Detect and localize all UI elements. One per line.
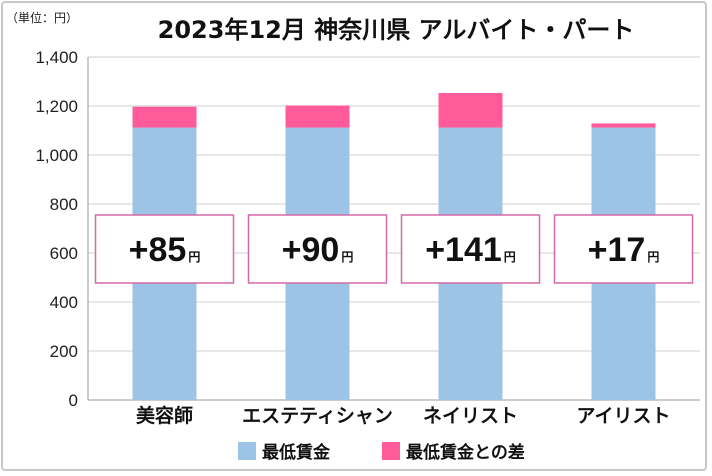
difference-unit: 円 bbox=[188, 250, 200, 264]
difference-label: +85 円 bbox=[129, 231, 201, 269]
chart-title: 2023年12月 神奈川県 アルバイト・パート bbox=[158, 16, 635, 44]
x-category-label: アイリスト bbox=[576, 405, 670, 427]
difference-value: +90 bbox=[282, 231, 340, 269]
y-tick-label: 1,200 bbox=[35, 97, 78, 116]
difference-value: +141 bbox=[425, 231, 502, 269]
difference-unit: 円 bbox=[504, 250, 516, 264]
difference-value: +85 bbox=[129, 231, 187, 269]
y-tick-label: 800 bbox=[50, 195, 78, 214]
y-tick-label: 1,400 bbox=[35, 48, 78, 67]
y-tick-label: 400 bbox=[50, 293, 78, 312]
legend-label: 最低賃金 bbox=[262, 442, 331, 463]
y-axis-ticks: 0 200 400 600 800 1,000 1,200 1,400 bbox=[35, 48, 78, 410]
legend: 最低賃金 最低賃金との差 bbox=[238, 442, 525, 463]
bar-difference bbox=[591, 123, 656, 128]
bar-difference bbox=[132, 106, 197, 128]
unit-label: （単位：円） bbox=[6, 10, 78, 25]
difference-callout-box bbox=[94, 214, 235, 284]
legend-swatch bbox=[382, 442, 400, 460]
bar-difference bbox=[285, 105, 350, 128]
difference-label: +90 円 bbox=[282, 231, 354, 269]
difference-label: +17 円 bbox=[588, 231, 660, 269]
x-category-label: ネイリスト bbox=[423, 405, 518, 427]
x-category-label: エステティシャン bbox=[242, 405, 393, 427]
y-tick-label: 200 bbox=[50, 342, 78, 361]
bar-difference bbox=[438, 93, 503, 128]
difference-callout-box bbox=[247, 214, 388, 284]
x-category-label: 美容師 bbox=[136, 404, 193, 427]
difference-callout-box bbox=[400, 214, 541, 284]
legend-swatch bbox=[238, 442, 256, 460]
difference-callout-box bbox=[553, 214, 694, 284]
difference-unit: 円 bbox=[647, 250, 659, 264]
difference-label: +141 円 bbox=[425, 231, 516, 269]
x-axis-categories: 美容師 エステティシャン ネイリスト アイリスト bbox=[136, 404, 671, 427]
difference-callouts: +85 円 +90 円 +141 円 +17 円 bbox=[94, 214, 694, 284]
y-tick-label: 0 bbox=[69, 391, 78, 410]
y-tick-label: 1,000 bbox=[35, 146, 78, 165]
difference-unit: 円 bbox=[341, 250, 353, 264]
y-tick-label: 600 bbox=[50, 244, 78, 263]
legend-label: 最低賃金との差 bbox=[406, 442, 525, 463]
difference-value: +17 bbox=[588, 231, 646, 269]
